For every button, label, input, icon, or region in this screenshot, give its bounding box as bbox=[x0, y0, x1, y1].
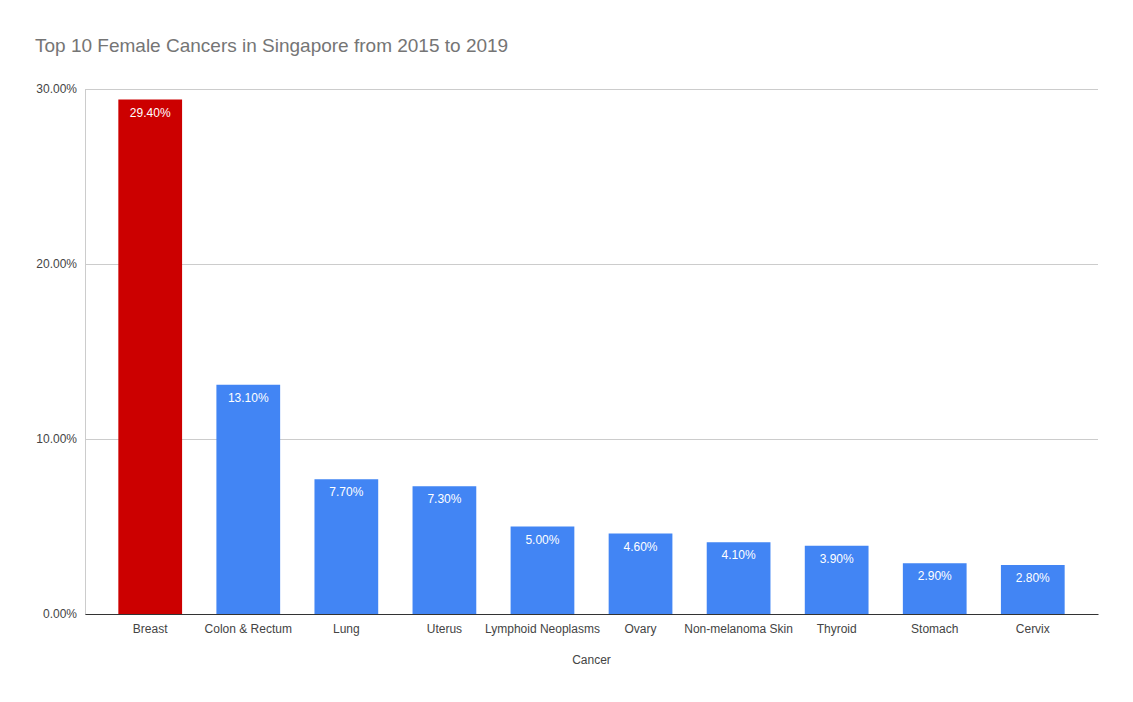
x-tick: Uterus bbox=[427, 614, 462, 636]
data-label: 3.90% bbox=[820, 552, 854, 566]
data-label: 2.90% bbox=[918, 569, 952, 583]
x-tick-label: Colon & Rectum bbox=[205, 622, 292, 636]
grid-line bbox=[85, 264, 1098, 265]
bar bbox=[707, 542, 771, 614]
bar bbox=[903, 563, 967, 614]
x-tick-label: Uterus bbox=[427, 622, 462, 636]
grid-line bbox=[85, 89, 1098, 90]
x-axis-line bbox=[86, 614, 1099, 615]
y-tick-label: 0.00% bbox=[43, 607, 77, 621]
x-tick-label: Lung bbox=[333, 622, 360, 636]
x-axis: Breast Colon & Rectum Lung Uterus Lymphoid N… bbox=[86, 614, 1099, 636]
data-label: 7.30% bbox=[427, 492, 461, 506]
bar bbox=[805, 546, 869, 614]
x-tick-label: Breast bbox=[133, 622, 168, 636]
x-tick-label: Lymphoid Neoplasms bbox=[485, 622, 600, 636]
bar bbox=[413, 486, 477, 614]
x-axis-title: Cancer bbox=[572, 653, 611, 667]
bars bbox=[118, 100, 1064, 615]
y-axis: 0.00% 10.00% 20.00% 30.00% bbox=[36, 82, 1098, 621]
x-tick: Non-melanoma Skin bbox=[684, 614, 793, 636]
data-label: 4.60% bbox=[624, 540, 658, 554]
x-tick: Cervix bbox=[1016, 614, 1050, 636]
title: Top 10 Female Cancers in Singapore from … bbox=[35, 35, 508, 56]
bar bbox=[511, 527, 575, 615]
bar bbox=[1001, 565, 1065, 614]
bar bbox=[609, 534, 673, 615]
data-label: 29.40% bbox=[130, 106, 171, 120]
data-labels: 29.40% 13.10% 7.70% 7.30% 5.00% 4.60% 4.10% 3.9… bbox=[130, 106, 1050, 586]
bar bbox=[216, 385, 280, 614]
y-tick-label: 10.00% bbox=[36, 432, 77, 446]
chart: Top 10 Female Cancers in Singapore from … bbox=[0, 0, 1133, 702]
bar bbox=[314, 479, 378, 614]
data-label: 4.10% bbox=[722, 548, 756, 562]
x-tick: Colon & Rectum bbox=[205, 614, 292, 636]
data-label: 7.70% bbox=[329, 485, 363, 499]
x-tick-label: Non-melanoma Skin bbox=[684, 622, 793, 636]
x-tick-label: Stomach bbox=[911, 622, 958, 636]
y-tick: 10.00% bbox=[36, 432, 1098, 446]
y-tick-label: 20.00% bbox=[36, 257, 77, 271]
bar bbox=[118, 100, 182, 615]
y-tick: 30.00% bbox=[36, 82, 1098, 96]
x-tick: Stomach bbox=[911, 614, 958, 636]
y-tick: 20.00% bbox=[36, 257, 1098, 271]
data-label: 2.80% bbox=[1016, 571, 1050, 585]
x-tick-label: Thyroid bbox=[817, 622, 857, 636]
x-tick: Thyroid bbox=[817, 614, 857, 636]
x-tick-label: Ovary bbox=[625, 622, 657, 636]
x-tick-label: Cervix bbox=[1016, 622, 1050, 636]
x-tick: Lung bbox=[333, 614, 360, 636]
data-label: 5.00% bbox=[525, 533, 559, 547]
x-tick: Ovary bbox=[625, 614, 657, 636]
x-tick: Lymphoid Neoplasms bbox=[485, 614, 600, 636]
data-label: 13.10% bbox=[228, 391, 269, 405]
grid-line bbox=[85, 614, 1098, 615]
y-tick-label: 30.00% bbox=[36, 82, 77, 96]
y-axis-line bbox=[85, 90, 86, 615]
x-tick: Breast bbox=[133, 614, 168, 636]
